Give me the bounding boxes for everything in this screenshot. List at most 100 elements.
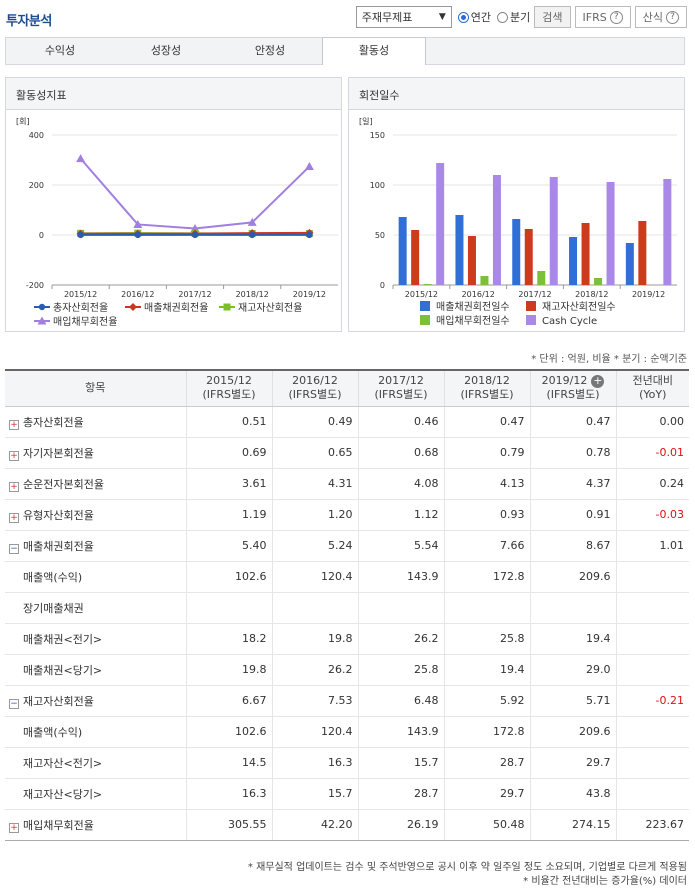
bar — [594, 278, 603, 285]
row-label[interactable]: + 자기자본회전율 — [5, 437, 186, 469]
legend-swatch — [526, 301, 536, 311]
value-cell: 25.8 — [443, 623, 530, 655]
add-column-icon[interactable]: + — [591, 374, 605, 389]
table-row: + 순운전자본회전율 3.61 4.31 4.08 4.13 4.37 0.24 — [5, 468, 689, 500]
bar — [436, 163, 445, 285]
row-label: 매출액(수익) — [5, 716, 186, 748]
value-cell: 5.54 — [357, 530, 444, 562]
chevron-down-icon: ▼ — [438, 12, 446, 22]
expand-icon[interactable]: + — [9, 481, 19, 492]
row-label[interactable]: + 총자산회전율 — [5, 406, 186, 438]
ifrs-help-button[interactable]: IFRS? — [574, 6, 631, 28]
value-cell: 5.24 — [271, 530, 358, 562]
table-row: 재고자산<전기> 14.5 16.3 15.7 28.7 29.7 — [5, 747, 689, 779]
x-tick-label: 2016/12 — [121, 290, 154, 299]
radio-quarter[interactable]: 분기 — [497, 9, 530, 25]
value-cell: 7.66 — [443, 530, 530, 562]
value-cell: 4.13 — [443, 468, 530, 500]
statement-select-value: 주재무제표 — [361, 11, 413, 24]
value-cell: 0.49 — [271, 406, 358, 438]
row-label: 매출채권<당기> — [5, 654, 186, 686]
row-label[interactable]: + 순운전자본회전율 — [5, 468, 186, 500]
value-cell: 29.7 — [443, 778, 530, 810]
value-cell: 43.8 — [529, 778, 616, 810]
row-label[interactable]: − 재고자산회전율 — [5, 685, 186, 717]
value-cell: 6.48 — [357, 685, 444, 717]
value-cell: 143.9 — [357, 561, 444, 593]
value-cell: 0.47 — [443, 406, 530, 438]
x-tick-label: 2015/12 — [64, 290, 97, 299]
collapse-icon[interactable]: − — [9, 698, 19, 709]
expand-icon[interactable]: + — [9, 512, 19, 523]
value-cell: 172.8 — [443, 716, 530, 748]
value-cell: 0.68 — [357, 437, 444, 469]
bar — [537, 271, 546, 285]
value-cell: 0.91 — [529, 499, 616, 531]
value-cell: 0.47 — [529, 406, 616, 438]
yoy-cell — [615, 654, 689, 686]
bar — [455, 215, 464, 285]
row-label-text: 장기매출채권 — [23, 601, 84, 615]
row-label[interactable]: + 유형자산회전율 — [5, 499, 186, 531]
radio-on-icon — [457, 11, 469, 23]
row-label-text: 순운전자본회전율 — [23, 477, 104, 491]
tab-profitability[interactable]: 수익성 — [44, 44, 76, 57]
search-button[interactable]: 검색 — [534, 6, 571, 28]
row-label-text: 매출채권<전기> — [23, 632, 103, 646]
table-header-row: 항목 2015/12 (IFRS별도) 2016/12 (IFRS별도) 2017/12(… — [5, 370, 689, 407]
bar — [512, 219, 521, 285]
row-label-text: 재고자산회전율 — [23, 694, 94, 708]
y-tick-label: 200 — [29, 181, 44, 190]
bar — [524, 229, 533, 285]
yoy-cell — [615, 716, 689, 748]
row-label[interactable]: − 매출채권회전율 — [5, 530, 186, 562]
statement-select[interactable]: 주재무제표 ▼ — [355, 6, 452, 28]
expand-icon[interactable]: + — [9, 419, 19, 430]
value-cell: 7.53 — [271, 685, 358, 717]
value-cell: 1.20 — [271, 499, 358, 531]
radio-annual-label: 연간 — [470, 11, 492, 24]
value-cell: 4.08 — [357, 468, 444, 500]
tab-stability[interactable]: 안정성 — [254, 44, 286, 57]
value-cell: 6.67 — [185, 685, 272, 717]
data-point — [304, 161, 314, 170]
radio-annual[interactable]: 연간 — [457, 9, 492, 25]
series-line — [79, 157, 311, 230]
x-tick-label: 2017/12 — [518, 290, 551, 299]
footnote-1: * 재무실적 업데이트는 검수 및 주석반영으로 공시 이후 약 일주일 정도 … — [247, 862, 687, 873]
value-cell: 305.55 — [185, 809, 272, 841]
value-cell: 28.7 — [357, 778, 444, 810]
row-label[interactable]: + 매입채무회전율 — [5, 809, 186, 841]
row-label-text: 자기자본회전율 — [23, 446, 94, 460]
value-cell: 50.48 — [443, 809, 530, 841]
yoy-cell: -0.03 — [615, 499, 689, 531]
value-cell: 19.4 — [443, 654, 530, 686]
radio-quarter-label: 분기 — [510, 11, 531, 24]
data-point — [306, 231, 313, 239]
data-point — [133, 219, 143, 228]
legend-label: 매입채무회전일수 — [436, 314, 510, 327]
expand-icon[interactable]: + — [9, 822, 19, 833]
header-period: 2015/12 (IFRS별도) — [185, 370, 272, 407]
tab-growth[interactable]: 성장성 — [150, 44, 182, 57]
value-cell — [271, 592, 358, 624]
data-point — [134, 231, 141, 239]
table-row: 매출채권<전기> 18.2 19.8 26.2 25.8 19.4 — [5, 623, 689, 655]
search-button-label: 검색 — [542, 11, 563, 24]
value-cell: 14.5 — [185, 747, 272, 779]
value-cell: 3.61 — [185, 468, 272, 500]
collapse-icon[interactable]: − — [9, 543, 19, 554]
value-cell: 5.92 — [443, 685, 530, 717]
data-point — [249, 231, 256, 239]
table-row: 매출액(수익) 102.6 120.4 143.9 172.8 209.6 — [5, 716, 689, 748]
radio-off-icon — [497, 11, 509, 23]
expand-icon[interactable]: + — [9, 450, 19, 461]
yoy-cell — [615, 592, 689, 624]
value-cell: 0.93 — [443, 499, 530, 531]
tab-activity[interactable]: 활동성 — [322, 37, 426, 65]
legend-label: 재고자산회전율 — [238, 302, 302, 314]
row-label-text: 재고자산<당기> — [23, 787, 103, 801]
header-period: 2017/12 (IFRS별도) — [357, 370, 444, 407]
value-cell: 15.7 — [271, 778, 358, 810]
formula-help-button[interactable]: 산식? — [634, 6, 687, 28]
